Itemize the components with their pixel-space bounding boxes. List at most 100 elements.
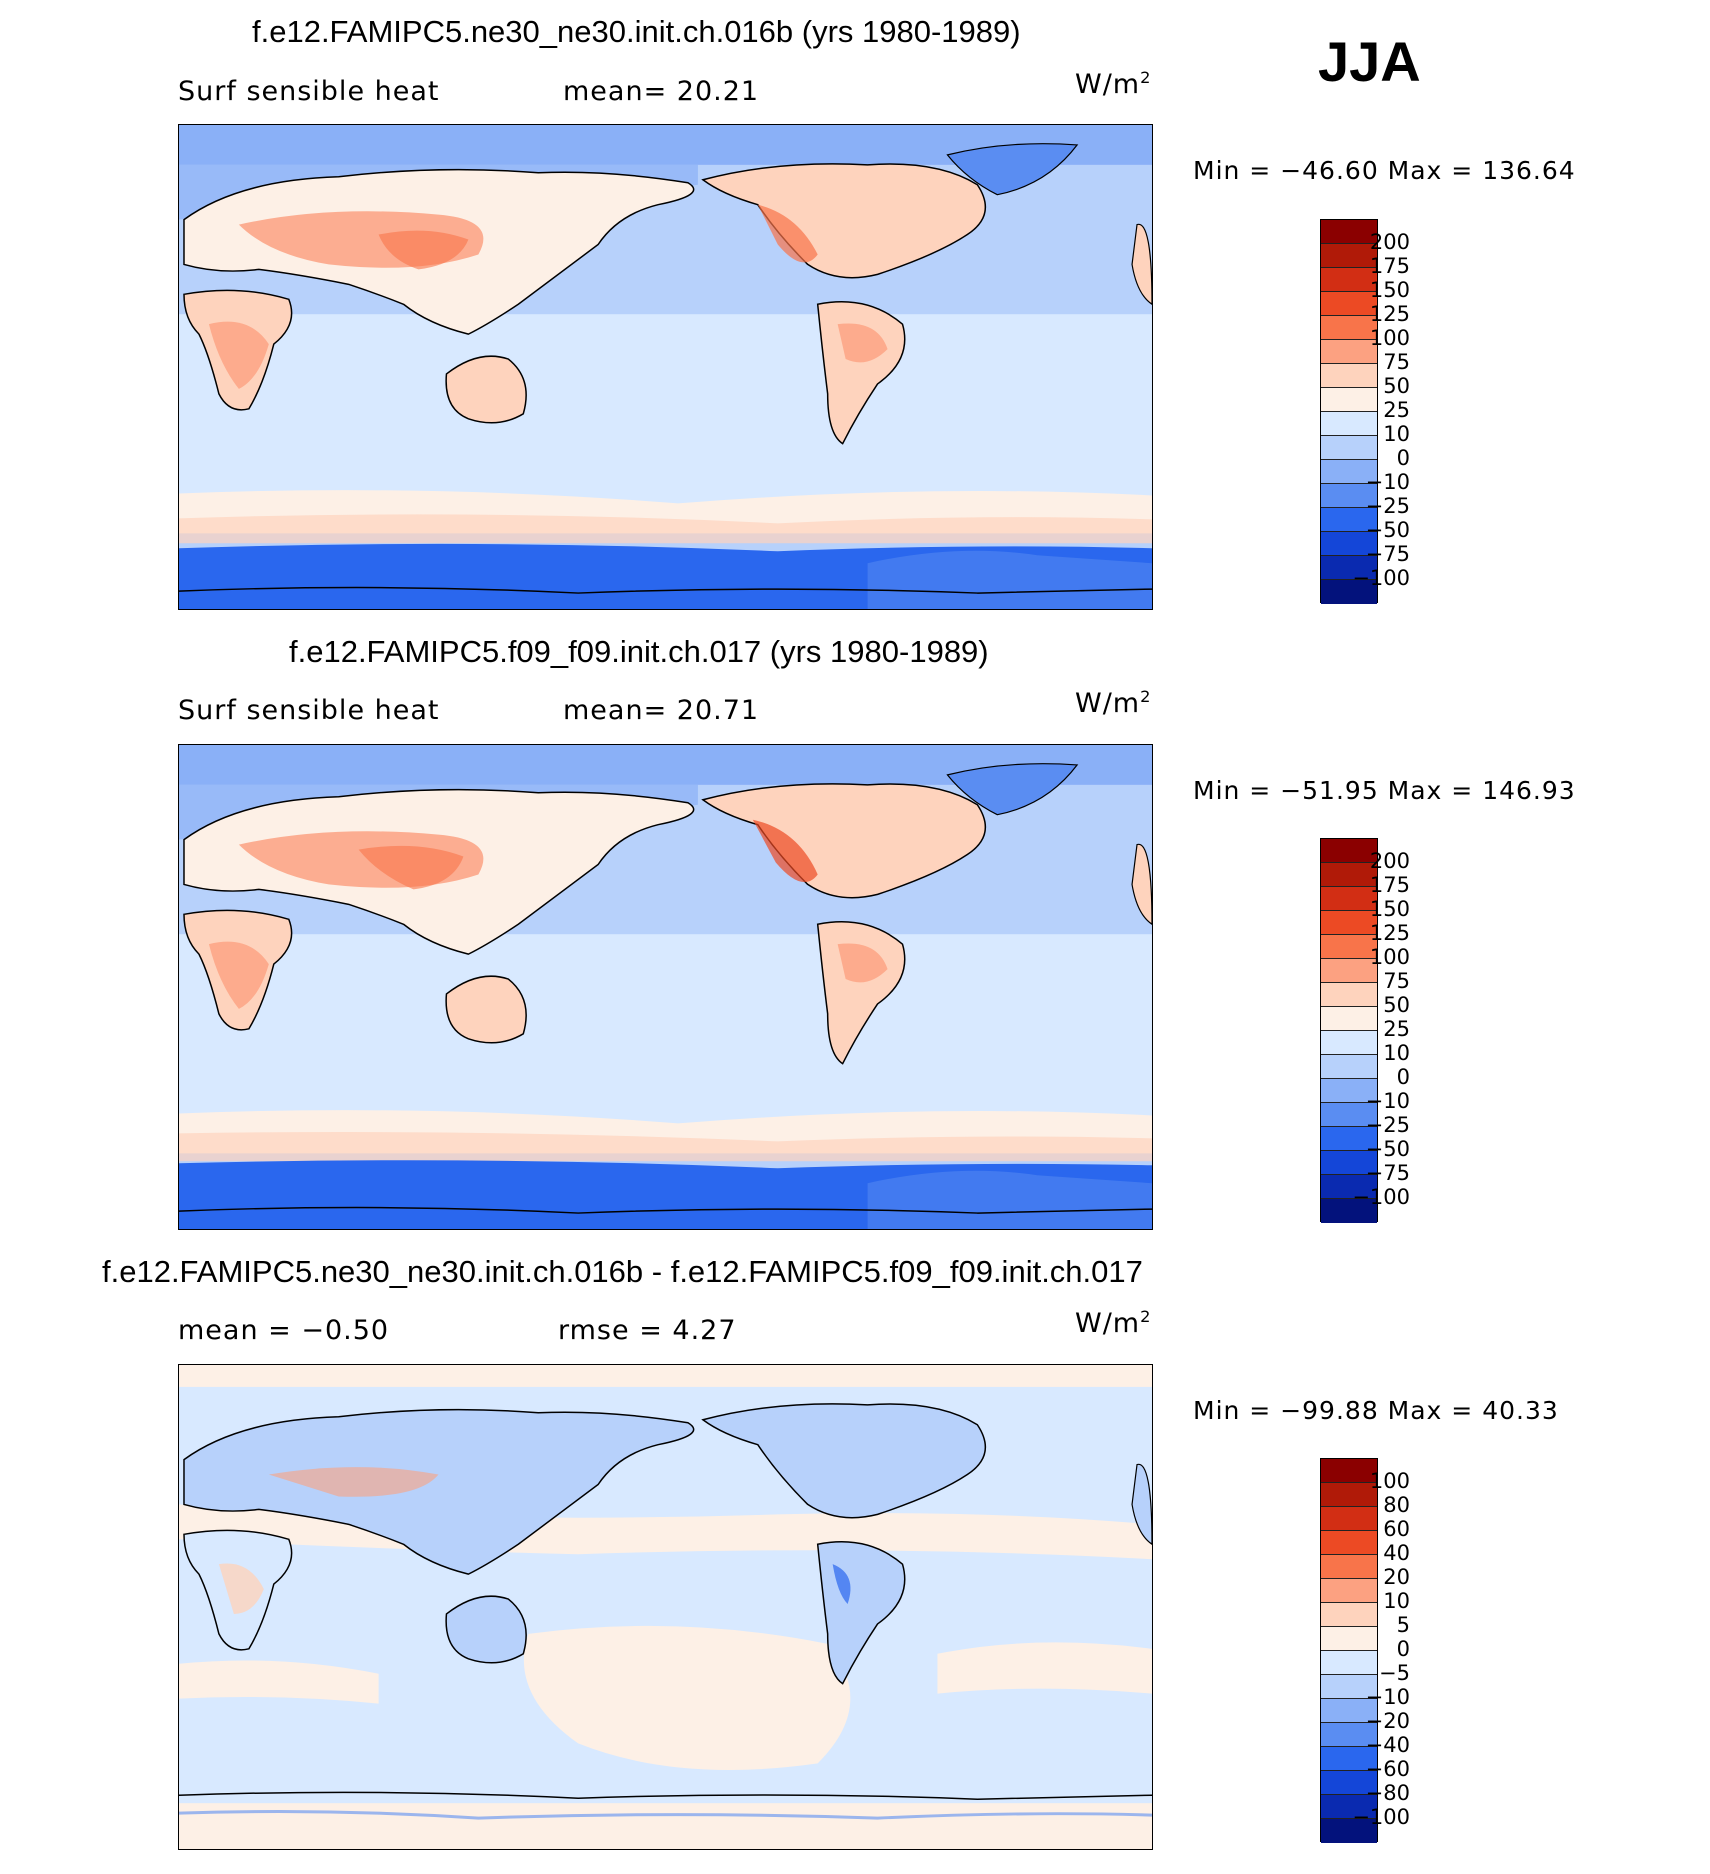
colorbar-swatch <box>1321 1723 1377 1747</box>
season-label: JJA <box>1318 30 1421 93</box>
colorbar-swatch <box>1321 1627 1377 1651</box>
colorbar-swatch <box>1321 1579 1377 1603</box>
colorbar-swatch <box>1321 1483 1377 1507</box>
colorbar-swatch <box>1321 1127 1377 1151</box>
colorbar-tick-label: 100 <box>1369 945 1410 969</box>
colorbar-tick-label: −100 <box>1352 566 1410 590</box>
colorbar-tick-label: 150 <box>1369 278 1410 302</box>
colorbar-tick-label: −20 <box>1365 1709 1410 1733</box>
colorbar-tick-label: 0 <box>1396 1065 1410 1089</box>
panel-2-minmax: Min = −51.95 Max = 146.93 <box>1193 776 1576 805</box>
colorbar-swatch <box>1321 1819 1377 1843</box>
colorbar-swatch <box>1321 580 1377 604</box>
colorbar-tick-label: 10 <box>1383 1041 1410 1065</box>
panel-2-title: f.e12.FAMIPC5.f09_f09.init.ch.017 (yrs 1… <box>289 634 989 669</box>
colorbar-tick-label: −75 <box>1365 542 1410 566</box>
panel-3-units: W/m2 <box>1075 1307 1152 1339</box>
panel-3-minmax: Min = −99.88 Max = 40.33 <box>1193 1396 1559 1425</box>
colorbar-tick-label: −40 <box>1365 1733 1410 1757</box>
colorbar-swatch <box>1321 508 1377 532</box>
colorbar-tick-label: 80 <box>1383 1493 1410 1517</box>
panel-2-units: W/m2 <box>1075 687 1152 719</box>
panel-3-colorbar <box>1320 1458 1378 1843</box>
colorbar-tick-label: −10 <box>1365 1685 1410 1709</box>
panel-1-map <box>178 124 1153 610</box>
colorbar-swatch <box>1321 532 1377 556</box>
colorbar-tick-label: −10 <box>1365 470 1410 494</box>
colorbar-swatch <box>1321 364 1377 388</box>
colorbar-tick-label: 50 <box>1383 993 1410 1017</box>
colorbar-swatch <box>1321 1771 1377 1795</box>
colorbar-swatch <box>1321 268 1377 292</box>
panel-1-minmax: Min = −46.60 Max = 136.64 <box>1193 156 1576 185</box>
colorbar-swatch <box>1321 220 1377 244</box>
panel-3-rmse-label: rmse = 4.27 <box>558 1315 737 1346</box>
colorbar-swatch <box>1321 388 1377 412</box>
colorbar-swatch <box>1321 340 1377 364</box>
colorbar-swatch <box>1321 1507 1377 1531</box>
colorbar-swatch <box>1321 1055 1377 1079</box>
colorbar-swatch <box>1321 935 1377 959</box>
colorbar-tick-label: 100 <box>1369 326 1410 350</box>
colorbar-tick-label: −60 <box>1365 1757 1410 1781</box>
panel-2-mean-label: mean= 20.71 <box>563 695 760 726</box>
colorbar-tick-label: −100 <box>1352 1805 1410 1829</box>
colorbar-swatch <box>1321 484 1377 508</box>
colorbar-swatch <box>1321 1675 1377 1699</box>
colorbar-tick-label: 20 <box>1383 1565 1410 1589</box>
colorbar-tick-label: 0 <box>1396 446 1410 470</box>
colorbar-swatch <box>1321 316 1377 340</box>
colorbar-swatch <box>1321 1151 1377 1175</box>
colorbar-tick-label: 25 <box>1383 1017 1410 1041</box>
colorbar-swatch <box>1321 1031 1377 1055</box>
colorbar-swatch <box>1321 1651 1377 1675</box>
colorbar-tick-label: 0 <box>1396 1637 1410 1661</box>
colorbar-tick-label: 40 <box>1383 1541 1410 1565</box>
colorbar-swatch <box>1321 911 1377 935</box>
colorbar-swatch <box>1321 1459 1377 1483</box>
colorbar-swatch <box>1321 460 1377 484</box>
colorbar-tick-label: 175 <box>1369 873 1410 897</box>
colorbar-tick-label: 10 <box>1383 422 1410 446</box>
panel-3-title: f.e12.FAMIPC5.ne30_ne30.init.ch.016b - f… <box>102 1254 1143 1289</box>
panel-1-variable-label: Surf sensible heat <box>178 76 440 107</box>
colorbar-tick-label: 125 <box>1369 921 1410 945</box>
colorbar-tick-label: 200 <box>1369 230 1410 254</box>
colorbar-swatch <box>1321 1199 1377 1223</box>
colorbar-swatch <box>1321 1699 1377 1723</box>
colorbar-tick-label: 75 <box>1383 969 1410 993</box>
colorbar-swatch <box>1321 959 1377 983</box>
colorbar-swatch <box>1321 839 1377 863</box>
colorbar-swatch <box>1321 1555 1377 1579</box>
colorbar-swatch <box>1321 1747 1377 1771</box>
colorbar-tick-label: −50 <box>1365 1137 1410 1161</box>
colorbar-swatch <box>1321 1079 1377 1103</box>
panel-1-mean-label: mean= 20.21 <box>563 76 760 107</box>
colorbar-swatch <box>1321 863 1377 887</box>
colorbar-tick-label: 100 <box>1369 1469 1410 1493</box>
colorbar-tick-label: −25 <box>1365 494 1410 518</box>
colorbar-tick-label: 5 <box>1396 1613 1410 1637</box>
colorbar-tick-label: 175 <box>1369 254 1410 278</box>
colorbar-tick-label: 75 <box>1383 350 1410 374</box>
colorbar-tick-label: 50 <box>1383 374 1410 398</box>
colorbar-tick-label: −100 <box>1352 1185 1410 1209</box>
colorbar-swatch <box>1321 412 1377 436</box>
colorbar-tick-label: −50 <box>1365 518 1410 542</box>
colorbar-swatch <box>1321 1007 1377 1031</box>
colorbar-tick-label: 125 <box>1369 302 1410 326</box>
panel-1-units: W/m2 <box>1075 68 1152 100</box>
colorbar-tick-label: −25 <box>1365 1113 1410 1137</box>
panel-1-map-svg <box>179 125 1152 609</box>
colorbar-tick-label: 25 <box>1383 398 1410 422</box>
colorbar-tick-label: −80 <box>1365 1781 1410 1805</box>
colorbar-swatch <box>1321 244 1377 268</box>
colorbar-tick-label: −10 <box>1365 1089 1410 1113</box>
colorbar-swatch <box>1321 436 1377 460</box>
colorbar-tick-label: −75 <box>1365 1161 1410 1185</box>
colorbar-swatch <box>1321 1603 1377 1627</box>
panel-2-map-svg <box>179 745 1152 1229</box>
panel-1-colorbar <box>1320 219 1378 604</box>
colorbar-swatch <box>1321 983 1377 1007</box>
panel-1-title: f.e12.FAMIPC5.ne30_ne30.init.ch.016b (yr… <box>252 14 1021 49</box>
